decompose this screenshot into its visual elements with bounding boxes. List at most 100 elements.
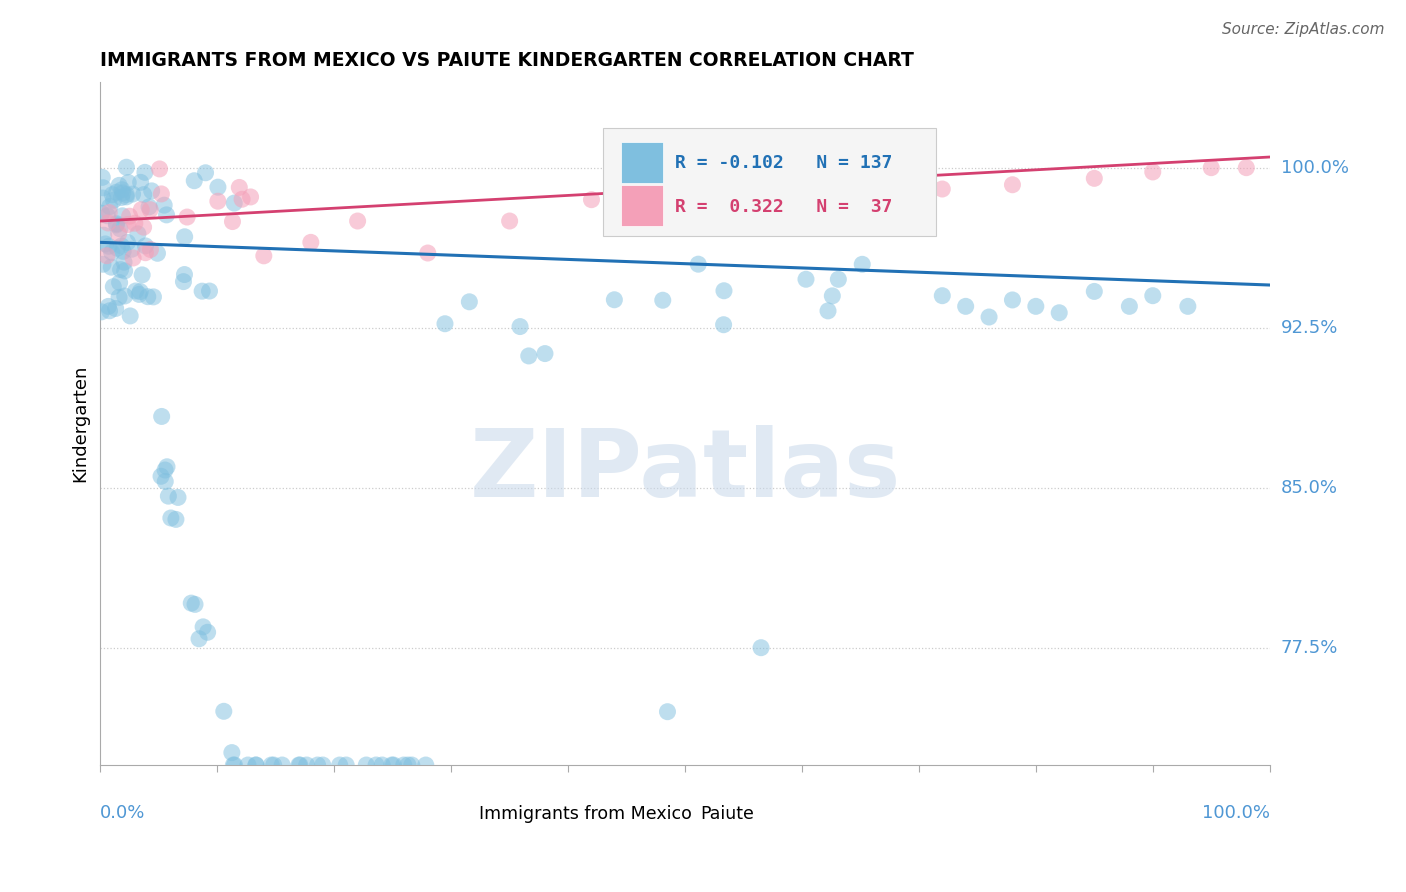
Point — [124, 216, 146, 230]
Point — [1199, 161, 1222, 175]
Point — [117, 235, 139, 250]
Point — [97, 299, 120, 313]
Point — [688, 257, 710, 271]
Point — [245, 758, 267, 772]
Point — [1234, 161, 1257, 175]
Text: 100.0%: 100.0% — [1202, 804, 1270, 822]
Point — [104, 301, 127, 316]
Point — [188, 632, 211, 646]
Point — [173, 229, 195, 244]
Text: R =  0.322   N =  37: R = 0.322 N = 37 — [675, 198, 891, 216]
Text: R = -0.102   N = 137: R = -0.102 N = 137 — [675, 154, 891, 172]
Point — [364, 758, 387, 772]
Point — [1083, 171, 1105, 186]
Point — [534, 346, 557, 360]
Text: Paiute: Paiute — [700, 805, 754, 823]
Point — [146, 246, 169, 260]
Point — [260, 758, 283, 772]
Point — [198, 284, 221, 298]
Point — [97, 216, 120, 230]
Point — [91, 257, 114, 271]
Point — [977, 310, 1000, 324]
Point — [124, 284, 146, 298]
Point — [98, 205, 121, 219]
Point — [458, 294, 481, 309]
Point — [184, 598, 207, 612]
Point — [236, 758, 259, 772]
Point — [183, 174, 205, 188]
Point — [91, 191, 114, 205]
Text: 100.0%: 100.0% — [1281, 159, 1348, 177]
Point — [392, 758, 415, 772]
Point — [115, 187, 138, 202]
Point — [197, 625, 219, 640]
Point — [108, 221, 131, 235]
Point — [129, 202, 152, 217]
Text: 0.0%: 0.0% — [100, 804, 146, 822]
Point — [288, 758, 311, 772]
Point — [101, 187, 124, 202]
Point — [108, 276, 131, 290]
FancyBboxPatch shape — [443, 802, 474, 827]
Point — [132, 187, 155, 202]
Point — [150, 469, 173, 483]
Point — [127, 227, 149, 241]
Point — [498, 214, 520, 228]
Point — [827, 272, 849, 286]
Point — [115, 160, 138, 174]
Point — [122, 251, 145, 265]
Point — [103, 279, 125, 293]
Point — [207, 194, 229, 209]
Point — [118, 209, 141, 223]
Point — [160, 511, 183, 525]
Point — [222, 758, 245, 772]
Point — [1083, 285, 1105, 299]
Point — [138, 200, 160, 214]
Point — [150, 186, 173, 201]
Point — [271, 758, 294, 772]
Point — [931, 288, 953, 302]
FancyBboxPatch shape — [620, 143, 662, 183]
Point — [794, 272, 817, 286]
Point — [150, 409, 173, 424]
Point — [93, 228, 115, 243]
Point — [1001, 293, 1024, 307]
Point — [401, 758, 423, 772]
Point — [110, 262, 132, 277]
Point — [111, 183, 134, 197]
Point — [733, 203, 755, 218]
Point — [1047, 306, 1070, 320]
Point — [97, 239, 120, 253]
Point — [224, 758, 246, 772]
Point — [239, 190, 262, 204]
Point — [172, 275, 194, 289]
FancyBboxPatch shape — [620, 186, 662, 226]
Point — [415, 758, 437, 772]
Text: ZIPatlas: ZIPatlas — [470, 425, 901, 517]
Point — [749, 640, 772, 655]
Point — [132, 220, 155, 235]
Point — [931, 182, 953, 196]
Point — [131, 268, 153, 282]
Point — [110, 239, 132, 253]
Point — [112, 244, 135, 259]
Point — [157, 489, 180, 503]
Text: Immigrants from Mexico: Immigrants from Mexico — [479, 805, 692, 823]
Point — [103, 193, 125, 207]
Point — [94, 236, 117, 251]
Point — [120, 309, 142, 323]
Point — [295, 758, 318, 772]
Point — [110, 190, 132, 204]
Point — [153, 463, 176, 477]
Point — [212, 704, 235, 718]
Point — [173, 268, 195, 282]
Point — [191, 284, 214, 298]
Point — [1025, 299, 1047, 313]
Point — [581, 193, 603, 207]
Point — [433, 317, 456, 331]
Point — [396, 758, 419, 772]
FancyBboxPatch shape — [664, 802, 695, 827]
Point — [821, 289, 844, 303]
Point — [651, 293, 673, 308]
Point — [312, 758, 335, 772]
